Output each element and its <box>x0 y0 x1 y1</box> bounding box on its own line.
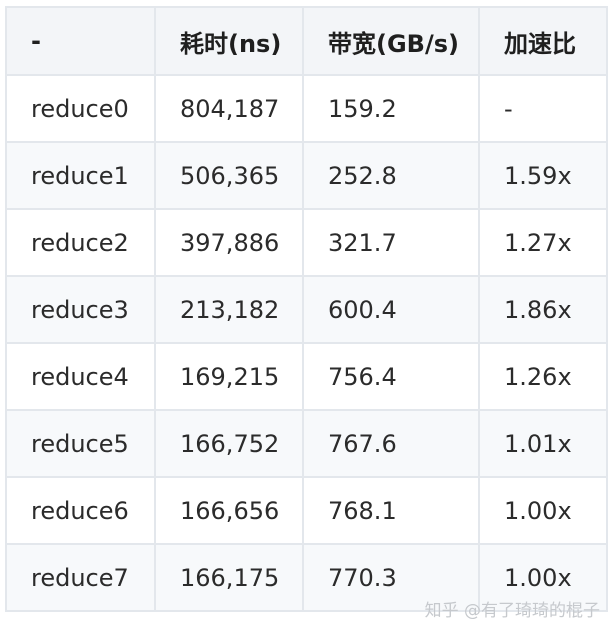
cell-time: 506,365 <box>154 141 304 210</box>
header-bandwidth: 带宽(GB/s) <box>302 6 480 76</box>
cell-kernel: reduce7 <box>5 543 156 612</box>
table-row: reduce5 166,752 767.6 1.01x <box>5 409 608 478</box>
cell-speedup: 1.00x <box>478 476 608 545</box>
cell-kernel: reduce4 <box>5 342 156 411</box>
cell-bandwidth: 321.7 <box>302 208 480 277</box>
cell-time: 804,187 <box>154 74 304 143</box>
table-row: reduce6 166,656 768.1 1.00x <box>5 476 608 545</box>
cell-speedup: - <box>478 74 608 143</box>
performance-table-container: - 耗时(ns) 带宽(GB/s) 加速比 reduce0 804,187 15… <box>5 6 608 612</box>
table-row: reduce7 166,175 770.3 1.00x <box>5 543 608 612</box>
cell-kernel: reduce0 <box>5 74 156 143</box>
cell-speedup: 1.26x <box>478 342 608 411</box>
cell-bandwidth: 159.2 <box>302 74 480 143</box>
cell-time: 166,752 <box>154 409 304 478</box>
table-row: reduce0 804,187 159.2 - <box>5 74 608 143</box>
cell-speedup: 1.86x <box>478 275 608 344</box>
table-row: reduce4 169,215 756.4 1.26x <box>5 342 608 411</box>
header-speedup: 加速比 <box>478 6 608 76</box>
table-row: reduce2 397,886 321.7 1.27x <box>5 208 608 277</box>
header-time: 耗时(ns) <box>154 6 304 76</box>
watermark: 知乎 @有了琦琦的棍子 <box>424 601 600 621</box>
cell-time: 397,886 <box>154 208 304 277</box>
cell-bandwidth: 768.1 <box>302 476 480 545</box>
cell-kernel: reduce5 <box>5 409 156 478</box>
cell-speedup: 1.27x <box>478 208 608 277</box>
cell-kernel: reduce6 <box>5 476 156 545</box>
table-header-row: - 耗时(ns) 带宽(GB/s) 加速比 <box>5 6 608 76</box>
cell-bandwidth: 770.3 <box>302 543 480 612</box>
cell-kernel: reduce2 <box>5 208 156 277</box>
performance-table: - 耗时(ns) 带宽(GB/s) 加速比 reduce0 804,187 15… <box>5 6 608 612</box>
cell-bandwidth: 252.8 <box>302 141 480 210</box>
cell-speedup: 1.00x <box>478 543 608 612</box>
header-kernel: - <box>5 6 156 76</box>
cell-bandwidth: 767.6 <box>302 409 480 478</box>
table-row: reduce3 213,182 600.4 1.86x <box>5 275 608 344</box>
cell-time: 169,215 <box>154 342 304 411</box>
cell-bandwidth: 600.4 <box>302 275 480 344</box>
cell-time: 166,175 <box>154 543 304 612</box>
table-row: reduce1 506,365 252.8 1.59x <box>5 141 608 210</box>
cell-time: 213,182 <box>154 275 304 344</box>
cell-time: 166,656 <box>154 476 304 545</box>
cell-speedup: 1.59x <box>478 141 608 210</box>
cell-kernel: reduce3 <box>5 275 156 344</box>
cell-kernel: reduce1 <box>5 141 156 210</box>
cell-speedup: 1.01x <box>478 409 608 478</box>
cell-bandwidth: 756.4 <box>302 342 480 411</box>
